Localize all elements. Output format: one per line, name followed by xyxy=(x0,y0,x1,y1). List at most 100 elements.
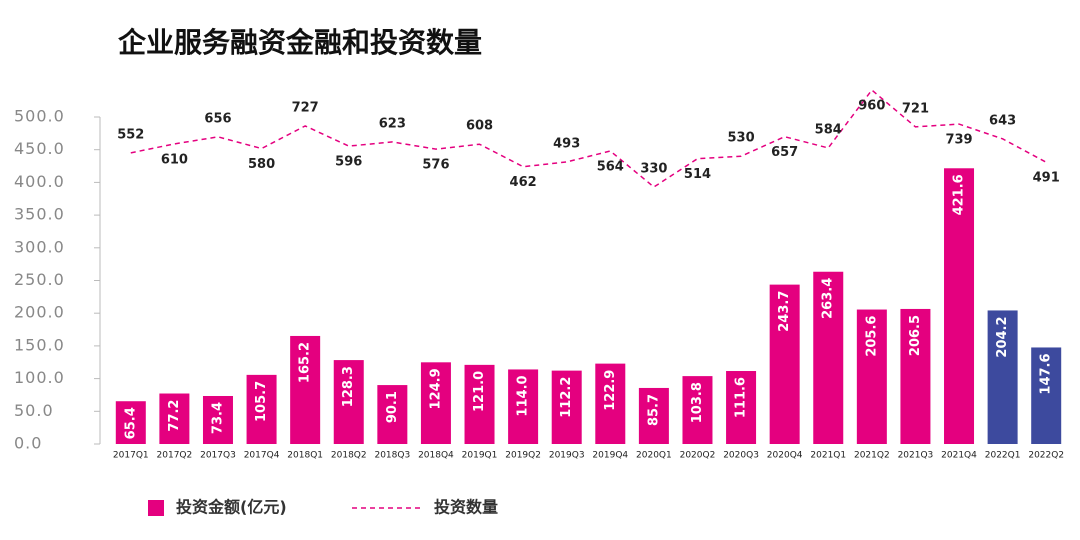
line-value-label: 727 xyxy=(292,100,319,115)
bar xyxy=(464,364,495,444)
x-tick-label: 2017Q2 xyxy=(157,451,193,461)
line-value-label: 493 xyxy=(553,136,580,151)
y-tick-label: 50.0 xyxy=(14,401,54,420)
bar-value-label: 421.6 xyxy=(952,174,967,215)
line-value-label: 656 xyxy=(204,111,231,126)
count-line xyxy=(130,88,1047,188)
bar xyxy=(508,369,539,444)
x-tick-label: 2022Q2 xyxy=(1028,451,1064,461)
bar xyxy=(202,395,233,444)
bar-value-label: 112.2 xyxy=(559,377,574,418)
bar-value-label: 206.5 xyxy=(908,315,923,356)
bar xyxy=(813,271,844,444)
y-tick-label: 200.0 xyxy=(14,303,65,322)
bar xyxy=(987,310,1018,444)
bar xyxy=(290,335,321,444)
line-value-label: 552 xyxy=(117,127,144,142)
bar-value-label: 105.7 xyxy=(254,381,269,422)
x-tick-label: 2022Q1 xyxy=(985,451,1021,461)
bar-value-label: 122.9 xyxy=(603,370,618,411)
line-value-label: 610 xyxy=(161,152,188,167)
x-tick-label: 2018Q1 xyxy=(287,451,323,461)
bar-value-label: 124.9 xyxy=(428,368,443,409)
y-tick-label: 500.0 xyxy=(14,107,65,126)
x-tick-label: 2018Q4 xyxy=(418,451,454,461)
line-value-label: 596 xyxy=(335,155,362,170)
x-tick-label: 2017Q4 xyxy=(244,451,280,461)
bar xyxy=(115,401,146,444)
y-tick-label: 450.0 xyxy=(14,139,65,158)
line-value-label: 608 xyxy=(466,119,493,134)
line-value-label: 462 xyxy=(510,175,537,190)
bar-value-label: 147.6 xyxy=(1039,353,1054,394)
bar-value-label: 111.6 xyxy=(734,377,749,418)
y-tick-label: 250.0 xyxy=(14,270,65,289)
bar-value-label: 165.2 xyxy=(298,342,313,383)
legend-swatch xyxy=(148,500,164,516)
bar xyxy=(726,371,757,444)
y-tick-label: 300.0 xyxy=(14,237,65,256)
bar xyxy=(682,376,713,444)
bar xyxy=(1031,347,1062,444)
bar xyxy=(420,362,451,444)
x-tick-label: 2019Q4 xyxy=(592,451,628,461)
bar xyxy=(246,374,277,444)
bar xyxy=(333,360,364,444)
x-tick-label: 2020Q3 xyxy=(723,451,759,461)
line-value-label: 584 xyxy=(815,122,842,137)
y-tick-label: 350.0 xyxy=(14,205,65,224)
bar xyxy=(595,363,626,444)
bar-value-label: 263.4 xyxy=(821,278,836,319)
bar-value-label: 85.7 xyxy=(646,394,661,426)
bar xyxy=(638,387,669,444)
x-tick-label: 2018Q3 xyxy=(374,451,410,461)
x-tick-label: 2019Q1 xyxy=(462,451,498,461)
bar xyxy=(900,308,931,444)
line-value-label: 514 xyxy=(684,167,711,182)
bar-value-label: 121.0 xyxy=(472,371,487,412)
x-tick-label: 2020Q1 xyxy=(636,451,672,461)
chart-title: 企业服务融资金融和投资数量 xyxy=(118,26,482,59)
bar-value-label: 205.6 xyxy=(864,316,879,357)
bar xyxy=(377,385,408,444)
y-tick-label: 150.0 xyxy=(14,335,65,354)
line-value-label: 576 xyxy=(422,158,449,173)
bar xyxy=(856,309,887,444)
x-tick-label: 2017Q1 xyxy=(113,451,149,461)
line-value-label: 580 xyxy=(248,157,275,172)
bar-value-label: 65.4 xyxy=(123,407,138,439)
line-value-label: 491 xyxy=(1033,171,1060,186)
x-tick-label: 2021Q3 xyxy=(898,451,934,461)
legend-label: 投资金额(亿元) xyxy=(176,498,287,517)
x-tick-label: 2021Q1 xyxy=(810,451,846,461)
x-tick-label: 2017Q3 xyxy=(200,451,236,461)
bar-value-label: 128.3 xyxy=(341,366,356,407)
x-tick-label: 2019Q3 xyxy=(549,451,585,461)
legend-label: 投资数量 xyxy=(434,498,498,517)
line-value-label: 564 xyxy=(597,160,624,175)
bar-value-label: 77.2 xyxy=(167,400,182,432)
line-value-label: 530 xyxy=(727,131,754,146)
x-tick-label: 2020Q4 xyxy=(767,451,803,461)
y-tick-label: 400.0 xyxy=(14,172,65,191)
x-tick-label: 2020Q2 xyxy=(680,451,716,461)
line-value-label: 657 xyxy=(771,145,798,160)
bar xyxy=(944,168,975,444)
y-tick-label: 0.0 xyxy=(14,434,42,453)
bar-value-label: 114.0 xyxy=(516,375,531,416)
line-value-label: 739 xyxy=(945,133,972,148)
x-tick-label: 2019Q2 xyxy=(505,451,541,461)
line-value-label: 960 xyxy=(858,99,885,114)
line-value-label: 721 xyxy=(902,101,929,116)
bar xyxy=(159,393,190,444)
x-tick-label: 2021Q4 xyxy=(941,451,977,461)
bar xyxy=(769,284,800,444)
bar-value-label: 204.2 xyxy=(995,316,1010,357)
line-value-label: 330 xyxy=(640,162,667,177)
bar-value-label: 73.4 xyxy=(210,402,225,434)
bar-value-label: 103.8 xyxy=(690,382,705,423)
bar xyxy=(551,370,582,444)
y-tick-label: 100.0 xyxy=(14,368,65,387)
bar-value-label: 90.1 xyxy=(385,391,400,423)
